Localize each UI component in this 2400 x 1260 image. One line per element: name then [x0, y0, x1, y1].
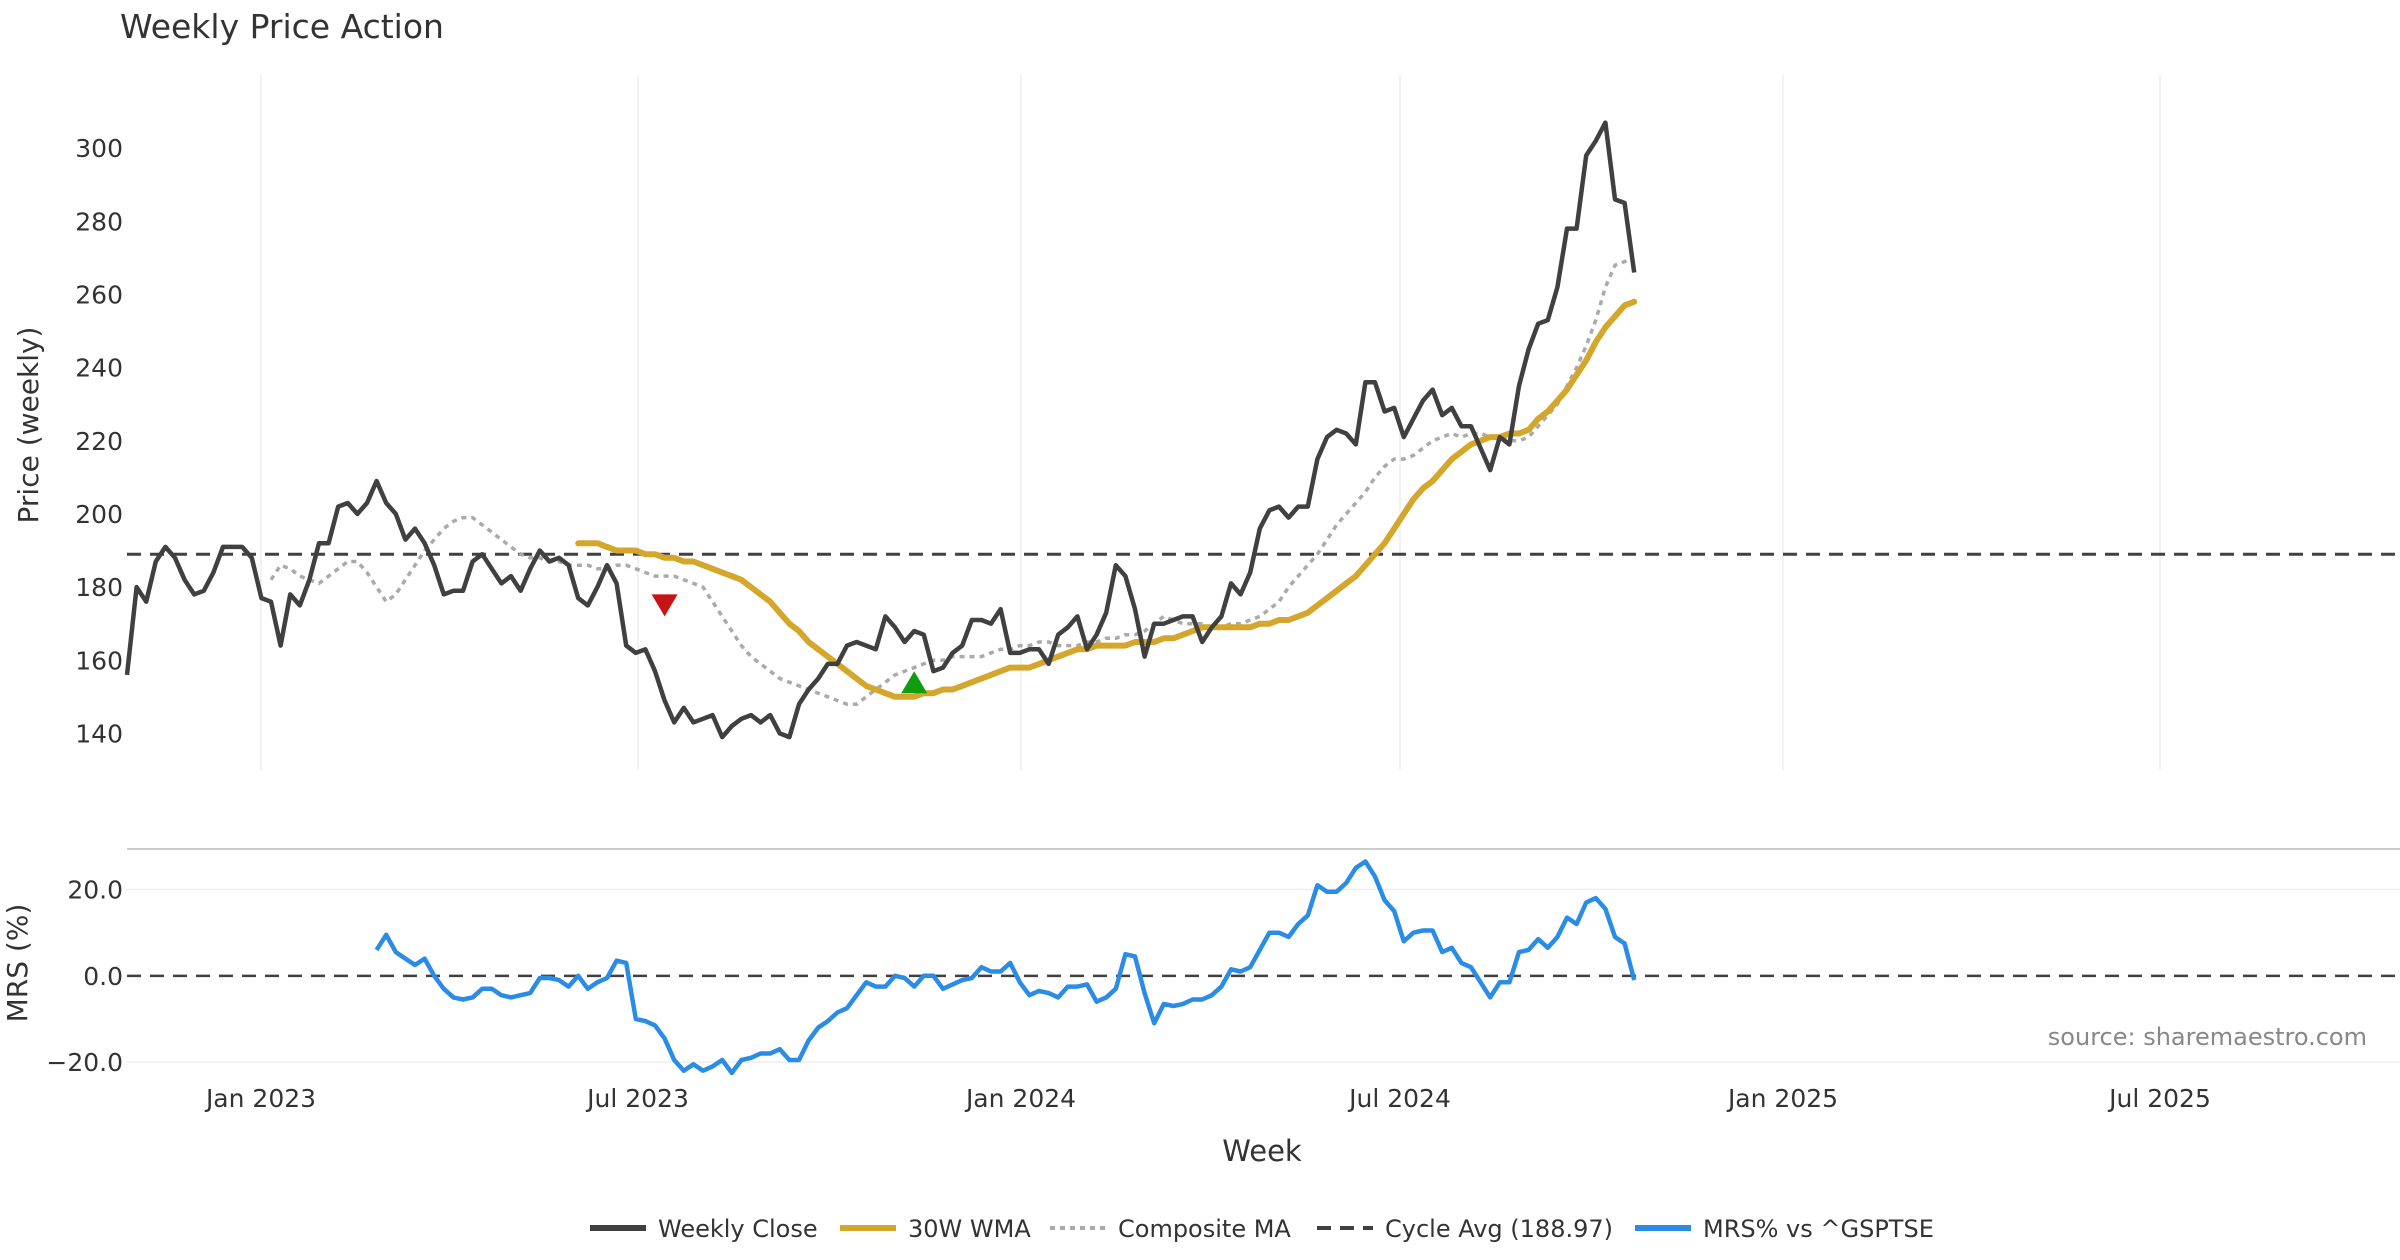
wma-30w-line: [575, 298, 1638, 700]
price-y-tick-label: 180: [75, 573, 123, 602]
legend-item: MRS% vs ^GSPTSE: [1635, 1215, 1934, 1243]
mrs-line: [374, 859, 1637, 1076]
x-tick-label: Jan 2025: [1726, 1084, 1838, 1113]
x-tick-label: Jan 2024: [964, 1084, 1076, 1113]
x-tick-label: Jul 2023: [585, 1084, 689, 1113]
price-y-tick-label: 300: [75, 134, 123, 163]
buy-signal-marker: [901, 671, 928, 694]
x-axis: Jan 2023 Jul 2023 Jan 2024 Jul 2024 Jan 2025…: [204, 1084, 2211, 1113]
price-y-label: Price (weekly): [12, 327, 45, 524]
legend-item: Weekly Close: [590, 1215, 818, 1243]
legend-label: Weekly Close: [658, 1215, 818, 1243]
x-tick-label: Jan 2023: [204, 1084, 316, 1113]
mrs-y-tick-label: −20.0: [46, 1048, 123, 1077]
chart-title: Weekly Price Action: [120, 7, 444, 46]
legend-item: Composite MA: [1050, 1215, 1291, 1243]
price-y-tick-label: 160: [75, 646, 123, 675]
mrs-y-label: MRS (%): [1, 904, 34, 1023]
legend-label: 30W WMA: [908, 1215, 1031, 1243]
weekly-close-line: [124, 120, 1637, 740]
price-x-grid: [260, 75, 2161, 770]
x-tick-label: Jul 2024: [1347, 1084, 1451, 1113]
mrs-panel: 20.0 0.0 −20.0 MRS (%) source: sharemaestr…: [1, 848, 2400, 1077]
mrs-y-tick-label: 20.0: [67, 876, 123, 905]
price-panel: 140 160 180 200 220 240 260 280 300 Price (weekl…: [12, 75, 2400, 770]
price-y-tick-label: 200: [75, 500, 123, 529]
source-label: source: sharemaestro.com: [2048, 1023, 2367, 1051]
mrs-y-axis: 20.0 0.0 −20.0: [46, 876, 2400, 1077]
legend-label: MRS% vs ^GSPTSE: [1703, 1215, 1934, 1243]
price-y-tick-label: 240: [75, 354, 123, 383]
x-axis-label: Week: [1222, 1134, 1302, 1168]
legend: Weekly Close 30W WMA Composite MA Cycle Avg…: [590, 1215, 1934, 1243]
price-y-tick-label: 280: [75, 207, 123, 236]
mrs-y-tick-label: 0.0: [83, 962, 123, 991]
legend-label: Composite MA: [1118, 1215, 1291, 1243]
price-y-tick-label: 220: [75, 427, 123, 456]
price-y-tick-label: 140: [75, 719, 123, 748]
legend-item: Cycle Avg (188.97): [1317, 1215, 1613, 1243]
price-y-tick-label: 260: [75, 280, 123, 309]
sell-signal-marker: [651, 594, 678, 617]
x-tick-label: Jul 2025: [2107, 1084, 2211, 1113]
legend-label: Cycle Avg (188.97): [1385, 1215, 1613, 1243]
legend-item: 30W WMA: [840, 1215, 1031, 1243]
price-y-axis: 140 160 180 200 220 240 260 280 300: [75, 134, 123, 748]
